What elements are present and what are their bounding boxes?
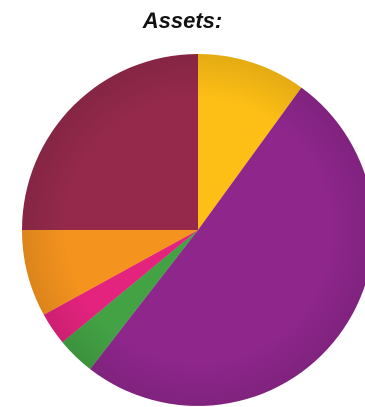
pie-shading xyxy=(22,54,365,406)
pie-slices xyxy=(22,54,365,406)
chart-title: Assets: xyxy=(142,8,223,33)
